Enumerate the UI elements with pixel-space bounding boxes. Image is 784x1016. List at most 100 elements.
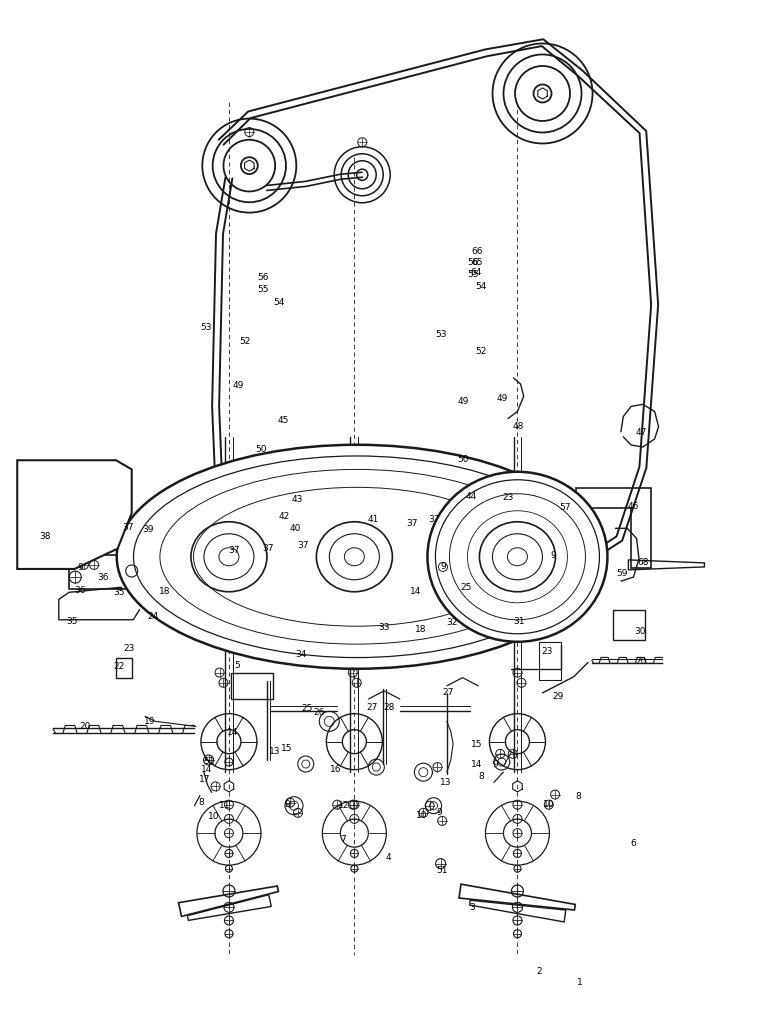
Text: 35: 35	[114, 588, 125, 596]
Text: 24: 24	[147, 613, 158, 621]
Text: 5: 5	[234, 661, 240, 670]
Text: 32: 32	[446, 619, 457, 627]
Text: 68: 68	[637, 559, 648, 567]
Text: 2: 2	[536, 967, 543, 975]
Text: 9: 9	[550, 552, 557, 560]
Text: 1: 1	[577, 978, 583, 987]
Text: 52: 52	[240, 337, 251, 345]
Text: 66: 66	[471, 248, 482, 256]
Text: 31: 31	[514, 618, 524, 626]
Text: 53: 53	[201, 323, 212, 331]
Text: 10: 10	[416, 812, 427, 820]
Text: 25: 25	[461, 583, 472, 591]
Text: 20: 20	[79, 722, 90, 731]
Text: 36: 36	[98, 573, 109, 581]
Text: 14: 14	[201, 765, 212, 773]
Text: 6: 6	[630, 839, 637, 847]
Text: 15: 15	[281, 745, 292, 753]
Text: 14: 14	[471, 760, 482, 768]
Text: 9: 9	[440, 563, 446, 571]
Text: 38: 38	[40, 532, 51, 541]
Text: 37: 37	[428, 515, 439, 523]
Text: 42: 42	[279, 512, 290, 520]
Text: 9: 9	[285, 801, 291, 809]
Text: 43: 43	[292, 496, 303, 504]
Text: 25: 25	[302, 704, 313, 712]
Text: 34: 34	[296, 650, 307, 658]
Text: 37: 37	[263, 545, 274, 553]
Text: 23: 23	[542, 647, 553, 655]
Text: 15: 15	[471, 741, 482, 749]
Text: 16: 16	[330, 765, 341, 773]
Text: 23: 23	[503, 494, 514, 502]
Text: 41: 41	[368, 515, 379, 523]
Text: 59: 59	[616, 569, 627, 577]
Text: 65: 65	[471, 258, 482, 266]
Text: 50: 50	[458, 455, 469, 463]
Text: 7: 7	[340, 835, 347, 843]
Text: 49: 49	[497, 394, 508, 402]
Text: 52: 52	[475, 347, 486, 356]
Text: 10: 10	[543, 801, 554, 809]
Text: 37: 37	[407, 519, 418, 527]
Text: 27: 27	[442, 689, 453, 697]
Text: 27: 27	[366, 703, 377, 711]
Text: 29: 29	[553, 693, 564, 701]
Text: 39: 39	[143, 525, 154, 533]
Text: 47: 47	[636, 429, 647, 437]
Text: 55: 55	[258, 285, 269, 294]
Ellipse shape	[117, 445, 597, 669]
Text: 56: 56	[467, 258, 478, 266]
Text: 20: 20	[636, 657, 647, 665]
Text: 18: 18	[159, 587, 170, 595]
Text: 26: 26	[314, 708, 325, 716]
Text: 50: 50	[256, 445, 267, 453]
Text: 30: 30	[634, 628, 645, 636]
Text: 40: 40	[289, 524, 300, 532]
Text: 23: 23	[124, 644, 135, 652]
Text: 36: 36	[74, 586, 85, 594]
Text: 56: 56	[258, 273, 269, 281]
Text: 55: 55	[467, 270, 478, 278]
Text: 10: 10	[209, 813, 220, 821]
Text: 9: 9	[77, 564, 83, 572]
Text: 35: 35	[67, 618, 78, 626]
Text: 44: 44	[466, 493, 477, 501]
Text: 57: 57	[560, 504, 571, 512]
Text: 49: 49	[458, 397, 469, 405]
Text: 17: 17	[199, 775, 210, 783]
Text: 19: 19	[144, 717, 155, 725]
Text: 9: 9	[436, 809, 442, 817]
Text: 54: 54	[274, 299, 285, 307]
Polygon shape	[17, 460, 132, 569]
Text: 13: 13	[269, 748, 280, 756]
Text: 3: 3	[469, 903, 475, 911]
Text: 13: 13	[440, 778, 451, 786]
Text: 49: 49	[233, 381, 244, 389]
Text: 64: 64	[470, 268, 481, 276]
Text: 22: 22	[114, 662, 125, 671]
Text: 53: 53	[436, 330, 447, 338]
Text: 14: 14	[227, 728, 238, 737]
Text: 8: 8	[575, 792, 581, 801]
Text: 37: 37	[228, 547, 239, 555]
Text: 46: 46	[628, 503, 639, 511]
Text: 51: 51	[203, 758, 214, 766]
Text: 11: 11	[219, 802, 230, 810]
Text: 4: 4	[385, 853, 391, 862]
Text: 28: 28	[383, 703, 394, 711]
Text: 12: 12	[338, 802, 349, 810]
Text: 14: 14	[410, 587, 421, 595]
Text: 48: 48	[513, 423, 524, 431]
Ellipse shape	[427, 471, 608, 642]
Text: 37: 37	[122, 523, 133, 531]
Text: 45: 45	[278, 417, 289, 425]
Text: 8: 8	[198, 799, 205, 807]
Text: 54: 54	[475, 282, 486, 291]
Text: 9: 9	[492, 760, 499, 768]
Text: 37: 37	[297, 542, 308, 550]
Text: 33: 33	[379, 624, 390, 632]
Text: 51: 51	[437, 867, 448, 875]
Text: 18: 18	[415, 626, 426, 634]
Text: 8: 8	[478, 772, 485, 780]
